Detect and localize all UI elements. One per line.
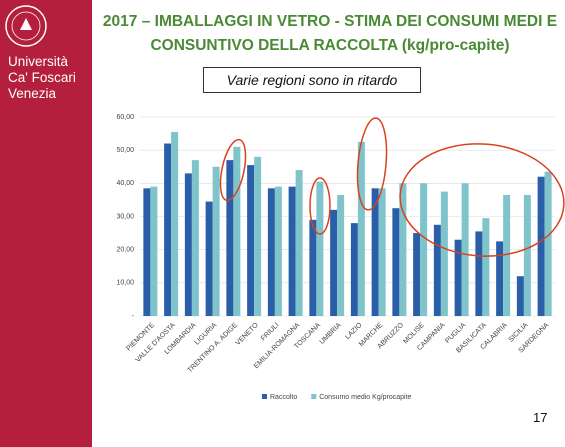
legend-label: Raccolto [270,394,297,401]
bar [267,188,275,316]
bar [316,181,324,316]
bar [164,143,172,316]
bar [482,218,490,316]
highlight-ellipse [399,143,565,257]
bar [191,160,199,316]
highlight-ellipse [219,138,247,202]
bar [516,276,524,316]
bar [212,166,220,316]
y-tick-label: 20,00 [116,247,134,254]
bar [523,194,531,316]
bar [309,219,317,316]
bar [503,194,511,316]
annotations [219,117,565,257]
bar [399,183,407,316]
y-tick-label: 40,00 [116,180,134,187]
highlight-ellipse [356,117,388,211]
bar [205,201,213,316]
bar [171,131,179,316]
bar [413,233,421,316]
bar [143,188,151,316]
bar [150,186,158,316]
bar [330,209,338,316]
bar [537,176,545,316]
x-tick-label: LAZIO [344,321,364,341]
bar [496,241,504,316]
sidebar: Università Ca' Foscari Venezia [0,0,92,447]
bar [371,188,379,316]
bar [254,156,262,316]
y-tick-label: 10,00 [116,280,134,287]
bar [454,239,462,316]
bar [475,231,483,316]
bar [461,183,469,316]
y-tick-label: 50,00 [116,147,134,154]
bar [420,183,428,316]
legend-swatch [262,394,267,399]
page-number: 17 [533,410,548,425]
bar [233,146,241,316]
x-tick-label: UMBRIA [319,322,343,346]
bar [378,188,386,316]
legend-label: Consumo medio Kg/procapite [319,394,411,401]
university-name: Ca' Foscari [8,70,76,85]
bar [337,194,345,316]
university-name: Venezia [8,86,57,101]
x-tick-label: VENETO [235,321,261,347]
bar [184,173,192,316]
y-tick-label: - [132,313,135,320]
bar [357,141,365,316]
bar [288,186,296,316]
bar [274,186,282,316]
note-box: Varie regioni sono in ritardo [203,67,421,93]
bar [544,171,552,316]
highlight-ellipse [309,177,331,235]
university-name: Università [8,54,69,69]
chart-title: 2017 – IMBALLAGGI IN VETRO - STIMA DEI C… [102,13,558,54]
logo [5,5,47,47]
bar [247,165,255,316]
y-tick-label: 30,00 [116,213,134,220]
bar [226,160,234,316]
legend-swatch [311,394,317,399]
bar [295,170,303,316]
y-tick-label: 60,00 [116,114,134,121]
bar [433,224,441,316]
bar [392,208,400,316]
bar [440,191,448,316]
bar [350,223,358,316]
